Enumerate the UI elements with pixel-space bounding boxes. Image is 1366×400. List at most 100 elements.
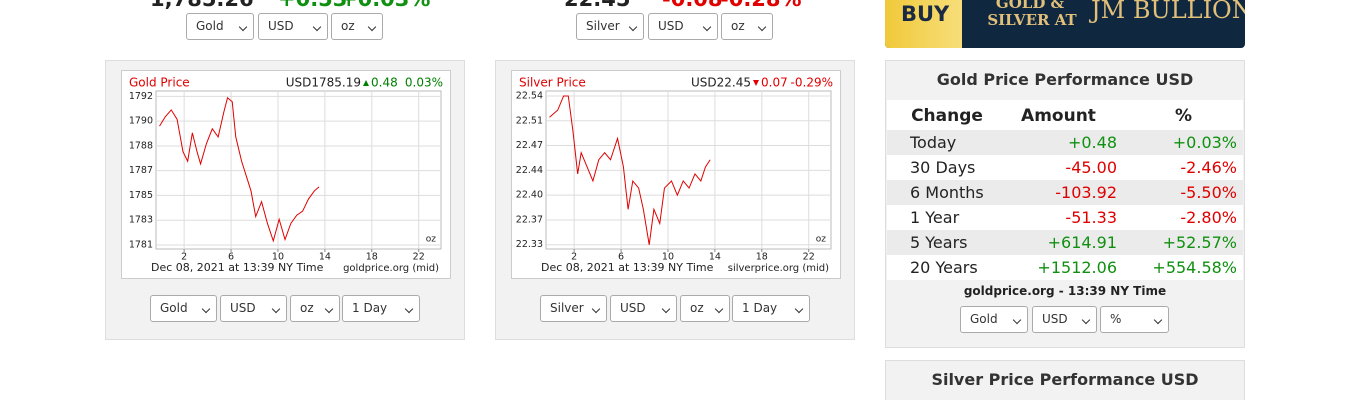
silver-change: -0.08 bbox=[662, 0, 723, 11]
silver-performance-panel bbox=[885, 360, 1245, 400]
dropdown[interactable]: USD bbox=[220, 295, 287, 322]
performance-value: -5.50% bbox=[1180, 183, 1237, 202]
x-tick-label: 14 bbox=[709, 252, 721, 263]
performance-title: Gold Price Performance USD bbox=[936, 70, 1194, 89]
source: silverprice.org (mid) bbox=[728, 263, 829, 274]
dropdown[interactable]: % bbox=[1100, 306, 1169, 333]
dropdown[interactable]: oz bbox=[290, 295, 340, 322]
x-tick-label: 6 bbox=[618, 252, 624, 263]
performance-value: +554.58% bbox=[1152, 258, 1237, 277]
direction-arrow bbox=[753, 80, 759, 86]
silver-price: 22.45 bbox=[564, 0, 630, 11]
dropdown[interactable]: Silver bbox=[576, 13, 644, 40]
x-tick-label: 10 bbox=[272, 252, 284, 263]
dropdown[interactable]: 1 Day bbox=[732, 295, 810, 322]
period-label: 6 Months bbox=[910, 183, 984, 202]
y-tick-label: 1792 bbox=[129, 91, 153, 102]
silver-change-pct: -0.28% bbox=[720, 0, 802, 11]
x-tick-label: 22 bbox=[803, 252, 815, 263]
x-tick-label: 18 bbox=[366, 252, 378, 263]
silver-performance-title: Silver Price Performance USD bbox=[931, 370, 1199, 389]
x-tick-label: 2 bbox=[571, 252, 577, 263]
unit-label: oz bbox=[426, 235, 437, 245]
dropdown[interactable]: USD bbox=[648, 13, 718, 40]
row-shade bbox=[887, 230, 1243, 255]
x-tick-label: 10 bbox=[662, 252, 674, 263]
price-line bbox=[549, 95, 711, 245]
dropdown[interactable]: USD bbox=[258, 13, 328, 40]
chart-svg: Silver Price USD22.45 0.07 -0.29% 22.33 22.37… bbox=[516, 76, 833, 275]
period-label: 30 Days bbox=[910, 158, 976, 177]
ad-brand: JM BULLION bbox=[1091, 0, 1245, 24]
chart-svg: Gold Price USD1785.19 0.48 0.03% 1781 1783 178… bbox=[129, 76, 443, 275]
row-shade bbox=[887, 130, 1243, 155]
y-tick-label: 1783 bbox=[129, 215, 153, 226]
performance-value: -2.46% bbox=[1180, 158, 1237, 177]
unit-label: oz bbox=[816, 235, 827, 245]
quote-change-pct: -0.29% bbox=[791, 76, 833, 90]
quote-change: 0.07 bbox=[761, 76, 788, 90]
performance-value: +52.57% bbox=[1162, 233, 1237, 252]
y-tick-label: 1785 bbox=[129, 190, 153, 201]
quote-change: 0.48 bbox=[371, 76, 398, 90]
dropdown[interactable]: Silver bbox=[540, 295, 607, 322]
quote-change-pct: 0.03% bbox=[405, 76, 443, 90]
column-header: Change bbox=[911, 106, 983, 126]
dropdown[interactable]: USD bbox=[1032, 306, 1097, 333]
dropdown[interactable]: 1 Day bbox=[342, 295, 420, 322]
performance-value: +1512.06 bbox=[1037, 258, 1117, 277]
ad-line1: GOLD & bbox=[995, 0, 1065, 12]
gold-change: +0.53 bbox=[278, 0, 347, 11]
x-tick-label: 22 bbox=[413, 252, 425, 263]
y-tick-label: 22.47 bbox=[516, 140, 543, 151]
ad-line2: SILVER AT bbox=[987, 11, 1077, 29]
gold-change-pct: +0.03% bbox=[340, 0, 430, 11]
timestamp: Dec 08, 2021 at 13:39 NY Time bbox=[541, 261, 714, 274]
y-tick-label: 22.44 bbox=[516, 165, 543, 176]
y-tick-label: 1790 bbox=[129, 116, 153, 127]
chart-title: Silver Price bbox=[519, 76, 586, 90]
quote: USD1785.19 bbox=[286, 76, 361, 90]
performance-value: +0.48 bbox=[1067, 133, 1117, 152]
performance-value: +0.03% bbox=[1172, 133, 1237, 152]
y-tick-label: 1788 bbox=[129, 140, 153, 151]
dropdown[interactable]: oz bbox=[331, 13, 383, 40]
row-shade bbox=[887, 180, 1243, 205]
y-tick-label: 22.37 bbox=[516, 214, 543, 225]
x-tick-label: 18 bbox=[756, 252, 768, 263]
period-label: 1 Year bbox=[910, 208, 960, 227]
timestamp: Dec 08, 2021 at 13:39 NY Time bbox=[151, 261, 324, 274]
gold-price: 1,785.26 bbox=[150, 0, 254, 11]
x-tick-label: 2 bbox=[181, 252, 187, 263]
performance-footer: goldprice.org - 13:39 NY Time bbox=[963, 284, 1167, 298]
x-tick-label: 14 bbox=[319, 252, 331, 263]
chart: Gold Price USD1785.19 0.48 0.03% 1781 1783 178… bbox=[121, 70, 451, 279]
quote: USD22.45 bbox=[691, 76, 751, 90]
dropdown[interactable]: Gold bbox=[150, 295, 217, 322]
y-tick-label: 22.33 bbox=[516, 239, 543, 250]
plot-area bbox=[155, 90, 442, 250]
source: goldprice.org (mid) bbox=[343, 263, 439, 274]
y-tick-label: 1787 bbox=[129, 165, 153, 176]
direction-arrow bbox=[363, 80, 369, 86]
dropdown[interactable]: oz bbox=[721, 13, 773, 40]
column-header: % bbox=[1174, 106, 1193, 126]
dropdown[interactable]: Gold bbox=[186, 13, 254, 40]
ad-cta: BUY bbox=[901, 2, 950, 26]
ad-banner[interactable]: BUY GOLD & SILVER AT JM BULLION bbox=[885, 0, 1245, 48]
y-tick-label: 22.40 bbox=[516, 190, 543, 201]
period-label: 20 Years bbox=[910, 258, 978, 277]
dropdown[interactable]: oz bbox=[680, 295, 730, 322]
y-tick-label: 1781 bbox=[129, 239, 153, 250]
performance-value: -51.33 bbox=[1065, 208, 1117, 227]
period-label: Today bbox=[910, 133, 957, 152]
dropdown[interactable]: Gold bbox=[960, 306, 1028, 333]
performance-value: -45.00 bbox=[1065, 158, 1117, 177]
y-tick-label: 22.51 bbox=[516, 115, 543, 126]
x-tick-label: 6 bbox=[228, 252, 234, 263]
chart-title: Gold Price bbox=[129, 76, 190, 90]
chart: Silver Price USD22.45 0.07 -0.29% 22.33 22.37… bbox=[511, 70, 841, 279]
performance-value: -103.92 bbox=[1055, 183, 1117, 202]
dropdown[interactable]: USD bbox=[610, 295, 677, 322]
